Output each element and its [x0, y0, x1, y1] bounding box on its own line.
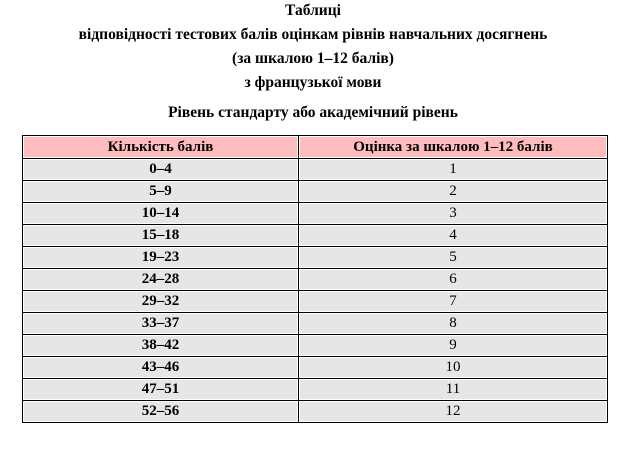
grade: 1 — [298, 158, 608, 181]
grade: 11 — [298, 378, 608, 401]
table-row: 15–18 4 — [22, 224, 608, 247]
score-range: 43–46 — [22, 356, 299, 379]
header-score-count: Кількість балів — [22, 135, 299, 159]
table-row: 19–23 5 — [22, 246, 608, 269]
table-header-row: Кількість балів Оцінка за шкалою 1–12 ба… — [22, 135, 608, 159]
score-range: 5–9 — [22, 180, 299, 203]
grade: 2 — [298, 180, 608, 203]
grade: 7 — [298, 290, 608, 313]
header-grade: Оцінка за шкалою 1–12 балів — [298, 135, 608, 159]
score-range: 52–56 — [22, 400, 299, 423]
score-range: 19–23 — [22, 246, 299, 269]
score-range: 24–28 — [22, 268, 299, 291]
table-subtitle: Рівень стандарту або академічний рівень — [168, 104, 458, 121]
grade: 9 — [298, 334, 608, 357]
score-range: 0–4 — [22, 158, 299, 181]
grade: 5 — [298, 246, 608, 269]
score-table: Кількість балів Оцінка за шкалою 1–12 ба… — [22, 135, 608, 423]
table-row: 52–56 12 — [22, 400, 608, 423]
grade: 6 — [298, 268, 608, 291]
score-range: 10–14 — [22, 202, 299, 225]
table-row: 5–9 2 — [22, 180, 608, 203]
title-line-3: (за шкалою 1–12 балів) — [232, 50, 394, 67]
score-range: 29–32 — [22, 290, 299, 313]
grade: 10 — [298, 356, 608, 379]
score-range: 15–18 — [22, 224, 299, 247]
title-line-4: з французької мови — [244, 74, 382, 91]
table-row: 10–14 3 — [22, 202, 608, 225]
grade: 12 — [298, 400, 608, 423]
score-range: 38–42 — [22, 334, 299, 357]
grade: 3 — [298, 202, 608, 225]
grade: 4 — [298, 224, 608, 247]
table-row: 24–28 6 — [22, 268, 608, 291]
table-row: 47–51 11 — [22, 378, 608, 401]
title-line-1: Таблиці — [285, 2, 341, 19]
table-row: 0–4 1 — [22, 158, 608, 181]
score-range: 47–51 — [22, 378, 299, 401]
table-row: 38–42 9 — [22, 334, 608, 357]
table-row: 29–32 7 — [22, 290, 608, 313]
table-row: 43–46 10 — [22, 356, 608, 379]
table-row: 33–37 8 — [22, 312, 608, 335]
score-range: 33–37 — [22, 312, 299, 335]
title-line-2: відповідності тестових балів оцінкам рів… — [78, 26, 548, 43]
grade: 8 — [298, 312, 608, 335]
